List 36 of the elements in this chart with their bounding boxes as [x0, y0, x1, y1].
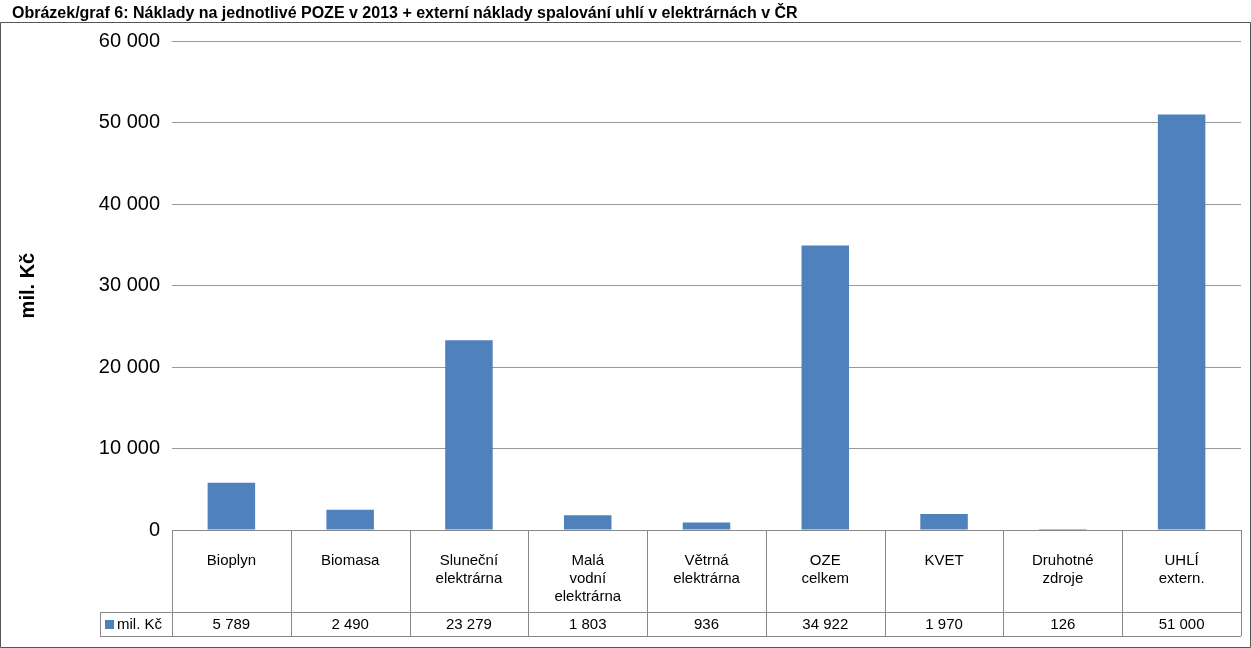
data-label: 2 490	[331, 615, 369, 633]
x-tick-label: Malá vodní elektrárna	[554, 551, 622, 605]
x-tick-label: Biomasa	[320, 551, 380, 569]
x-tick-label: Sluneční elektrárna	[435, 551, 503, 587]
data-label: 126	[1050, 615, 1076, 633]
y-tick-label: 0	[148, 517, 160, 540]
data-label: 34 922	[802, 615, 849, 633]
data-label: 23 279	[446, 615, 492, 633]
bar	[1157, 114, 1206, 530]
bar	[563, 515, 612, 530]
bar	[326, 509, 374, 530]
y-axis-title: mil. Kč	[15, 252, 38, 319]
bar	[920, 513, 968, 530]
data-label: 51 000	[1158, 615, 1205, 633]
x-tick-label: UHLÍ extern.	[1158, 551, 1205, 587]
data-label: 5 789	[212, 615, 251, 633]
y-tick-label: 60 000	[98, 28, 160, 51]
bar	[682, 522, 731, 530]
y-tick-label: 30 000	[98, 273, 160, 296]
x-tick-label: OZE celkem	[801, 551, 850, 587]
bar	[207, 482, 256, 530]
legend-label: mil. Kč	[117, 615, 163, 633]
x-tick-label: Druhotné zdroje	[1031, 551, 1094, 587]
data-label: 936	[693, 615, 720, 633]
data-label: 1 803	[568, 615, 607, 633]
y-tick-label: 10 000	[98, 436, 160, 459]
x-tick-label: KVET	[924, 551, 964, 569]
y-tick-label: 50 000	[98, 110, 160, 133]
x-tick-label: Větrná elektrárna	[673, 551, 741, 587]
chart-title: Obrázek/graf 6: Náklady na jednotlivé POZE v 2013 + externí náklady spalování uhlí v elektrárnách v ČR	[12, 3, 799, 22]
data-label: 1 970	[925, 615, 963, 633]
bar	[445, 340, 493, 530]
bar	[801, 245, 850, 530]
y-tick-label: 20 000	[98, 354, 160, 377]
x-tick-label: Bioplyn	[206, 551, 256, 569]
y-tick-label: 40 000	[98, 191, 160, 214]
